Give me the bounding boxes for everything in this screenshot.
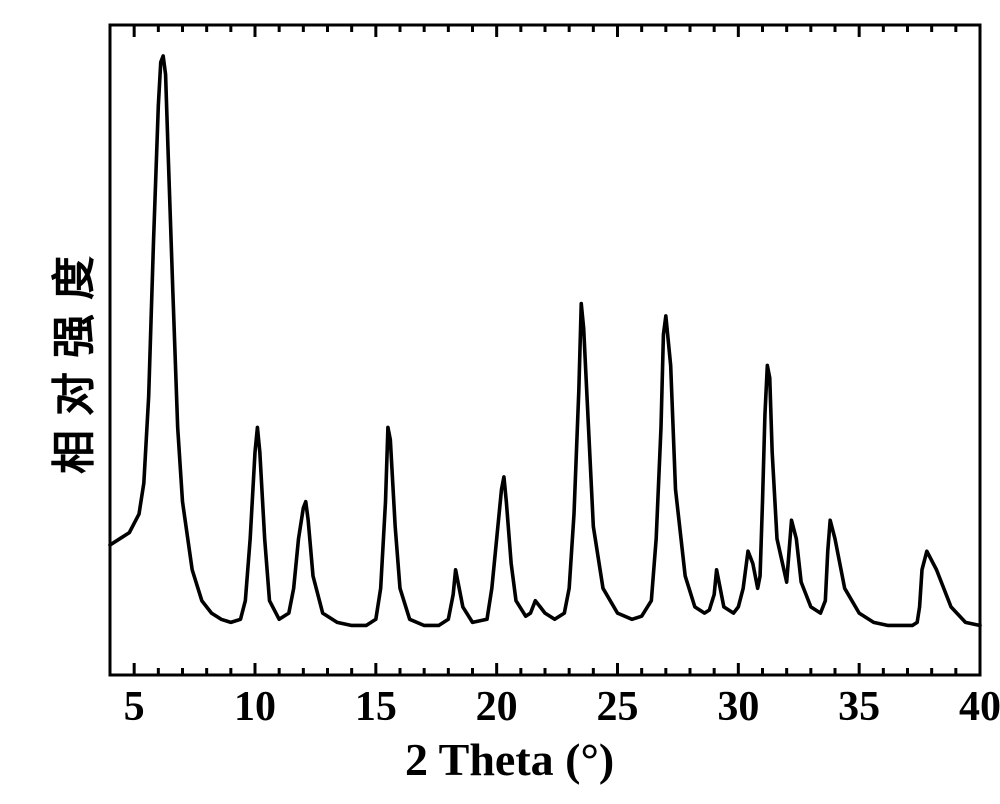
x-tick-label: 35: [838, 683, 880, 731]
x-tick-label: 10: [234, 683, 276, 731]
x-tick-label: 15: [355, 683, 397, 731]
x-tick-label: 20: [476, 683, 518, 731]
y-axis-label: 相对强度: [38, 228, 102, 488]
x-axis-label: 2 Theta (°): [405, 733, 614, 786]
x-tick-label: 40: [959, 683, 1000, 731]
x-tick-label: 5: [124, 683, 145, 731]
chart-container: 相对强度 2 Theta (°) 5 10 15 20 25 30 35 40: [0, 0, 1000, 804]
x-tick-label: 30: [717, 683, 759, 731]
x-tick-label: 25: [597, 683, 639, 731]
